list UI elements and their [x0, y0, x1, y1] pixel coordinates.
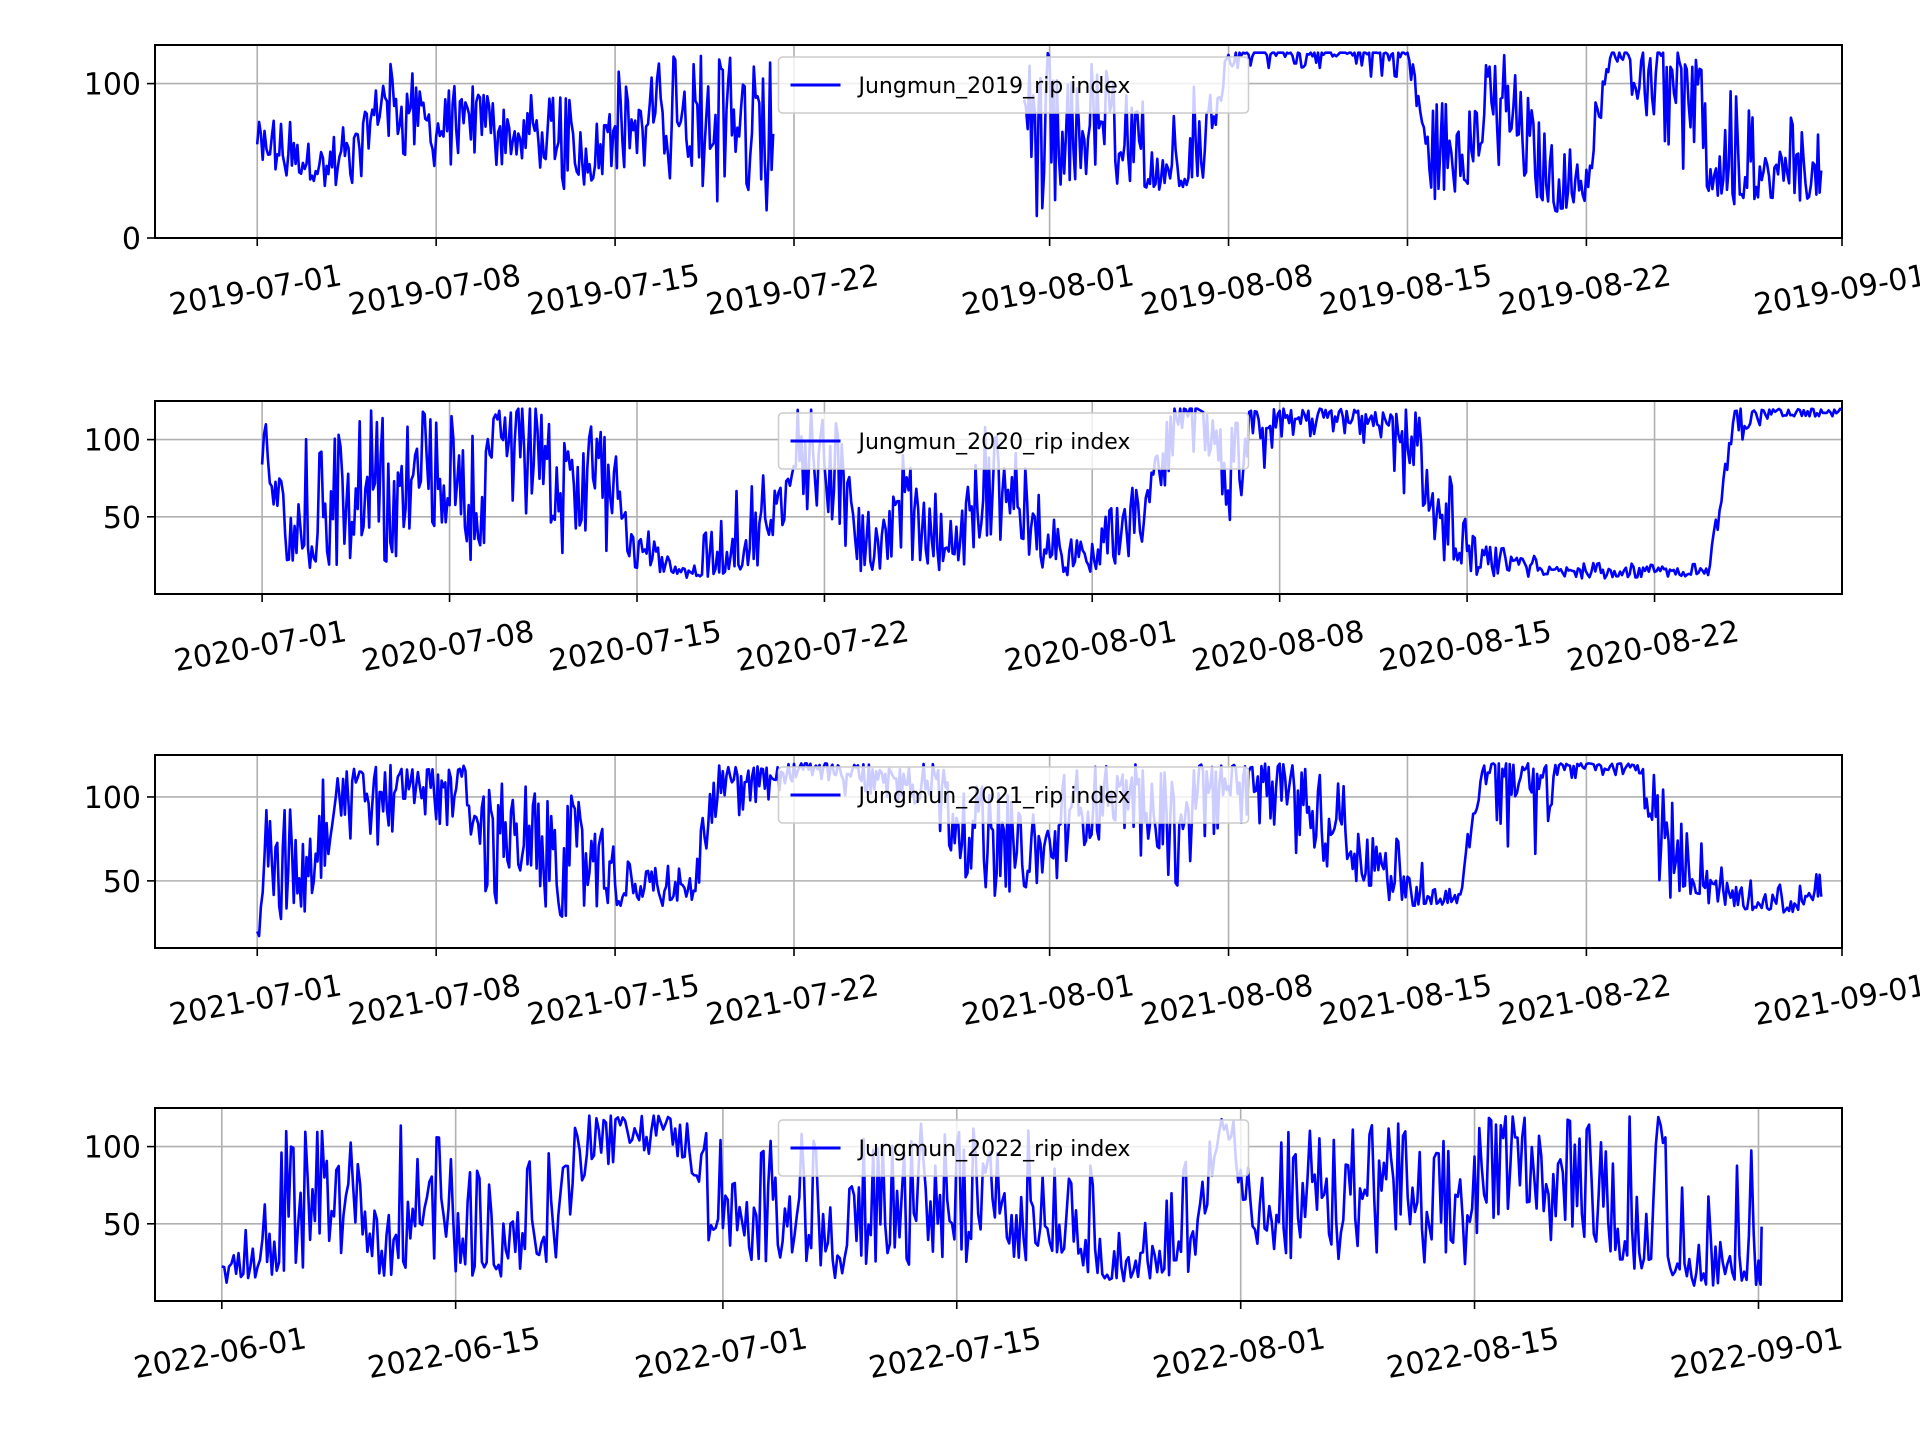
y-tick-label: 50 [103, 865, 141, 900]
axes-frame [154, 400, 1843, 595]
legend-box [777, 766, 1250, 824]
legend-label: Jungmun_2019_rip index [857, 74, 1131, 99]
axes-frame [154, 754, 1843, 949]
legend: Jungmun_2021_rip index [777, 766, 1250, 824]
legend: Jungmun_2020_rip index [777, 412, 1250, 470]
legend-box [777, 56, 1250, 114]
legend: Jungmun_2022_rip index [777, 1119, 1250, 1177]
series-line-segment [260, 407, 1842, 580]
axes-frame [154, 44, 1843, 239]
y-tick-label: 50 [103, 501, 141, 536]
series-line-segment [221, 1114, 1763, 1287]
y-tick-label: 50 [103, 1208, 141, 1243]
series-line-segment [255, 54, 775, 212]
y-tick-label: 100 [84, 424, 141, 459]
y-tick-label: 0 [122, 222, 141, 257]
y-tick-label: 100 [84, 1131, 141, 1166]
series-line-segment [1022, 51, 1823, 218]
legend-label: Jungmun_2021_rip index [857, 784, 1131, 809]
axes-frame [154, 1107, 1843, 1302]
legend-label: Jungmun_2022_rip index [857, 1137, 1131, 1162]
legend-box [777, 1119, 1250, 1177]
legend-label: Jungmun_2020_rip index [857, 430, 1131, 455]
series-line-segment [256, 762, 1823, 938]
y-tick-label: 100 [84, 68, 141, 103]
legend: Jungmun_2019_rip index [777, 56, 1250, 114]
y-tick-label: 100 [84, 781, 141, 816]
legend-box [777, 412, 1250, 470]
